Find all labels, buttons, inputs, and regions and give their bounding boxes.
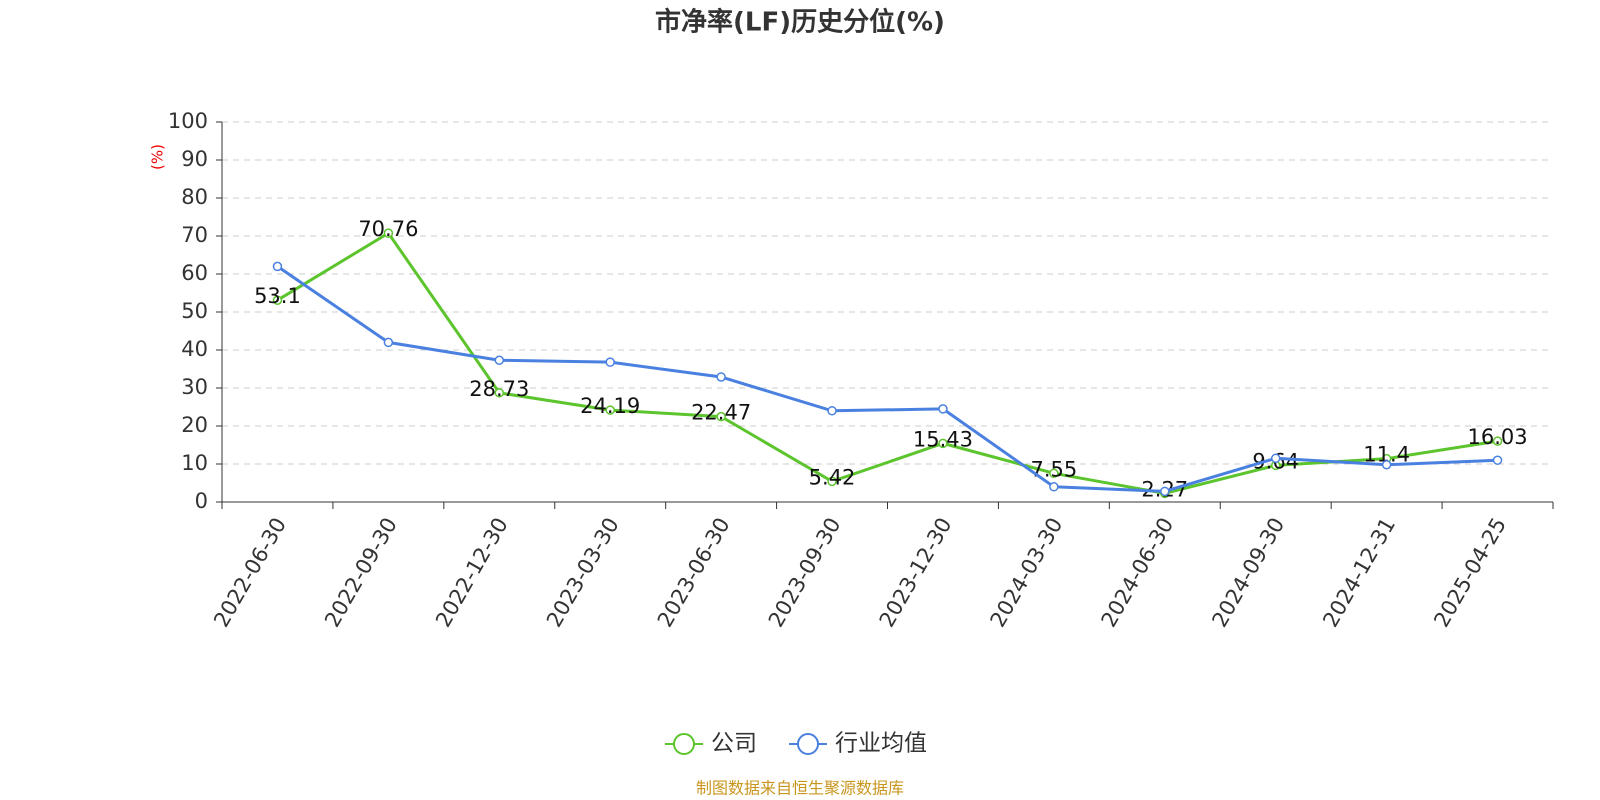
point (938, 438, 948, 449)
legend-item[interactable]: 公司 (665, 731, 757, 757)
point (1492, 455, 1503, 465)
point (272, 261, 283, 272)
x-tick-label: 2023-06-30 (653, 514, 735, 632)
legend-marker (797, 733, 819, 755)
y-tick-label: 100 (168, 109, 208, 133)
x-tick-label: 2023-09-30 (764, 514, 846, 632)
data-label: 16.03 (1467, 425, 1527, 449)
legend-label: 公司 (711, 731, 757, 757)
y-tick-label: 20 (181, 413, 208, 437)
y-tick-label: 10 (181, 451, 208, 475)
point (1160, 486, 1170, 497)
y-tick-label: 0 (195, 489, 208, 513)
data-label: 28.73 (469, 377, 529, 401)
y-axis-label: (%) (149, 144, 167, 170)
y-tick-label: 60 (181, 261, 208, 285)
x-tick-label: 2024-12-31 (1318, 514, 1400, 632)
x-tick-label: 2024-09-30 (1207, 514, 1289, 632)
x-tick-label: 2022-09-30 (320, 514, 402, 632)
legend-marker (673, 733, 695, 755)
point (383, 228, 394, 238)
y-tick-label: 90 (181, 147, 208, 171)
point (827, 476, 837, 487)
legend-item[interactable]: 行业均值 (789, 731, 927, 757)
x-tick-label: 2024-06-30 (1097, 514, 1179, 632)
x-tick-label: 2022-12-30 (431, 514, 513, 632)
chart-title: 市净率(LF)历史分位(%) (655, 7, 945, 38)
data-label: 22.47 (691, 401, 751, 425)
point (1049, 482, 1059, 492)
y-tick-label: 80 (181, 185, 208, 209)
x-tick-label: 2022-06-30 (209, 514, 291, 632)
legend-label: 行业均值 (835, 731, 927, 757)
point (272, 295, 283, 305)
point (605, 405, 615, 415)
data-label: 70.76 (358, 217, 418, 241)
data-label: 7.55 (1030, 457, 1077, 481)
x-tick-label: 2024-03-30 (986, 514, 1068, 632)
point (494, 388, 505, 398)
series-line (276, 231, 1498, 495)
point (383, 337, 394, 348)
point (1492, 436, 1503, 446)
data-label: 24.19 (580, 394, 640, 418)
source-note: 制图数据来自恒生聚源数据库 (696, 779, 904, 798)
point (494, 355, 505, 366)
point (1381, 460, 1392, 470)
data-label: 15.43 (913, 427, 973, 451)
data-label: 53.1 (254, 284, 301, 308)
point (827, 406, 837, 416)
y-tick-label: 70 (181, 223, 208, 247)
point (605, 357, 615, 367)
point (716, 411, 726, 422)
x-tick-label: 2023-03-30 (542, 514, 624, 632)
y-tick-label: 40 (181, 337, 208, 361)
point (938, 404, 948, 414)
x-tick-label: 2025-04-25 (1429, 514, 1511, 632)
point (1270, 453, 1281, 464)
x-tick-label: 2023-12-30 (875, 513, 957, 631)
y-tick-label: 50 (181, 299, 208, 323)
point (1049, 468, 1059, 479)
series-line (276, 265, 1498, 493)
y-tick-label: 30 (181, 375, 208, 399)
data-label: 5.42 (809, 465, 856, 489)
point (716, 372, 726, 382)
